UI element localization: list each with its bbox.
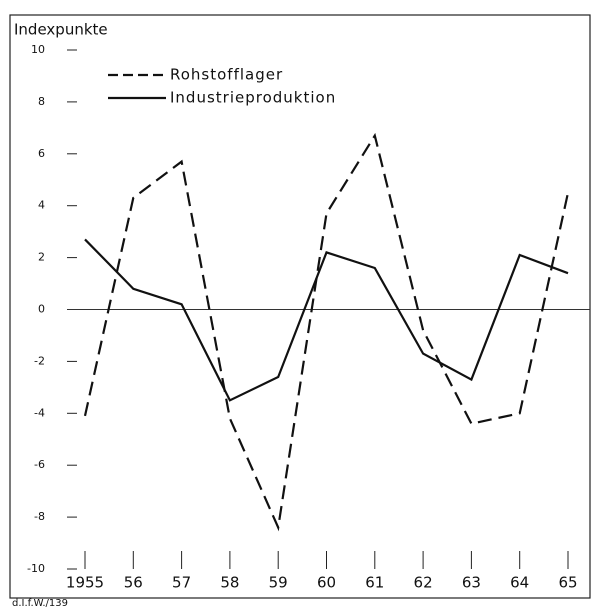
y-axis-label: Indexpunkte bbox=[14, 21, 108, 39]
x-tick-label: 62 bbox=[414, 574, 433, 592]
y-tick-label: -4 bbox=[34, 406, 45, 419]
legend-label: Rohstofflager bbox=[170, 66, 283, 84]
x-tick-label: 57 bbox=[172, 574, 191, 592]
y-tick-label: -8 bbox=[34, 510, 45, 523]
series-line bbox=[83, 132, 570, 532]
y-tick-label: -2 bbox=[34, 354, 45, 367]
x-tick-label: 58 bbox=[220, 574, 239, 592]
legend-label: Industrieproduktion bbox=[170, 89, 336, 107]
x-tick-label: 64 bbox=[510, 574, 529, 592]
frame bbox=[9, 14, 591, 599]
x-tick-label: 63 bbox=[462, 574, 481, 592]
x-tick-label: 60 bbox=[317, 574, 336, 592]
y-tick-label: 2 bbox=[38, 251, 45, 264]
y-tick-label: 0 bbox=[38, 303, 45, 316]
series-line bbox=[84, 238, 569, 402]
y-tick-label: 8 bbox=[38, 95, 45, 108]
x-tick-label: 56 bbox=[124, 574, 143, 592]
y-tick-label: -6 bbox=[34, 458, 45, 471]
y-tick-label: 4 bbox=[38, 199, 45, 212]
y-tick-label: 10 bbox=[31, 43, 45, 56]
source: d.I.f.W./139 bbox=[12, 598, 68, 609]
y-tick-label: -10 bbox=[27, 562, 45, 575]
x-tick-label: 59 bbox=[269, 574, 288, 592]
y-tick-label: 6 bbox=[38, 147, 45, 160]
x-tick-label: 65 bbox=[558, 574, 577, 592]
x-tick-label: 1955 bbox=[66, 574, 104, 592]
x-tick-label: 61 bbox=[365, 574, 384, 592]
